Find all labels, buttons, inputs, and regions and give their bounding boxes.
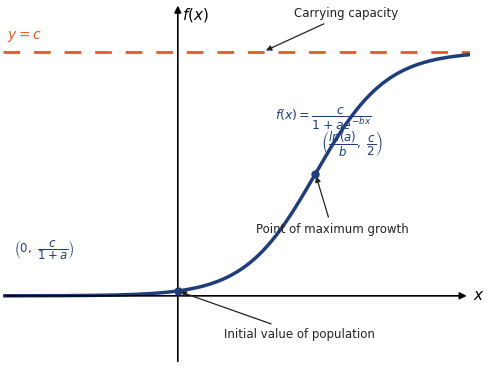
Text: Point of maximum growth: Point of maximum growth [256,178,409,236]
Text: $\left(\dfrac{ln(a)}{b},\ \dfrac{c}{2}\right)$: $\left(\dfrac{ln(a)}{b},\ \dfrac{c}{2}\r… [321,130,383,159]
Text: $x$: $x$ [473,288,485,304]
Text: Initial value of population: Initial value of population [182,292,375,341]
Text: Carrying capacity: Carrying capacity [267,7,399,50]
Text: $f(x)$: $f(x)$ [183,7,209,25]
Text: $\left(0,\ \dfrac{c}{1+a}\right)$: $\left(0,\ \dfrac{c}{1+a}\right)$ [15,238,75,262]
Text: $y = c$: $y = c$ [7,29,42,44]
Text: $f(x) = \dfrac{c}{1 + ae^{-bx}}$: $f(x) = \dfrac{c}{1 + ae^{-bx}}$ [275,105,372,132]
